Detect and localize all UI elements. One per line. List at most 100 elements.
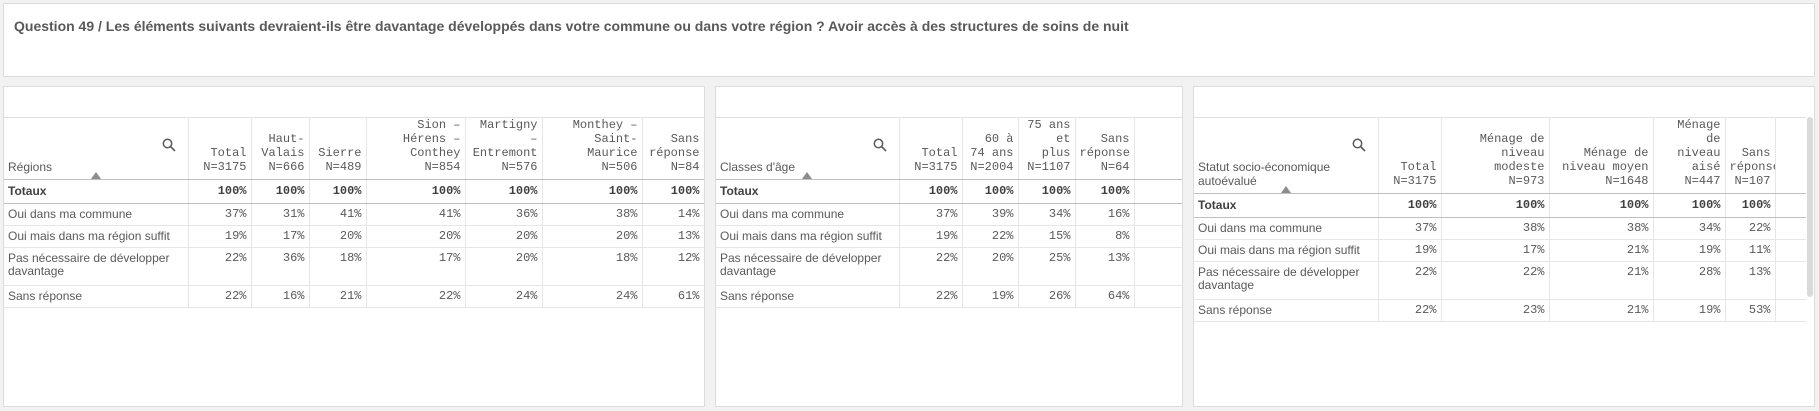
sort-ascending-icon[interactable] [802,172,813,179]
table-cell: 13% [642,225,704,248]
table-panel-age: Classes d'âge Total N=3175 60 à 74 ans N=2… [715,86,1183,407]
column-header-text: Sans réponse [649,132,700,160]
table-cell: 100% [1441,193,1550,218]
column-header-text: N=1648 [1605,174,1649,188]
column-header: Total N=3175 [188,117,252,180]
dimension-header[interactable]: Régions [4,117,189,180]
table-cell: 13% [1075,247,1135,286]
table-cell: 100% [366,179,466,204]
table-cell: 24% [465,285,543,308]
table-cell: 100% [542,179,643,204]
row-label: Totaux [4,179,189,204]
search-icon[interactable] [1352,138,1366,152]
column-header-text: Total [921,146,958,160]
question-title-panel: Question 49 / Les éléments suivants devr… [3,3,1815,77]
table-panel-regions: Régions Total N=3175 Haut-Valais N=666 Sie… [3,86,705,407]
table-cell: 53% [1725,299,1776,322]
column-header-text: Sierre [318,146,362,160]
table-cell: 64% [1075,285,1135,308]
column-header-text: N=84 [670,160,700,174]
table-cell: 17% [366,247,466,286]
column-header: Sion – Hérens – Conthey N=854 [366,117,466,180]
table-cell: 100% [251,179,310,204]
table-cell: 36% [251,247,310,286]
table-cell [1134,203,1182,226]
table-cell: 100% [1075,179,1135,204]
table-cell: 16% [1075,203,1135,226]
row-label: Oui mais dans ma région suffit [716,225,900,248]
table-cell: 38% [1441,217,1550,240]
table-cell: 19% [188,225,252,248]
table-row: Pas nécessaire de développer davantage 2… [1194,261,1806,300]
table-cell: 22% [899,247,963,286]
table-cell: 18% [309,247,367,286]
table-row: Sans réponse 22% 19% 26% 64% [716,285,1182,308]
row-label: Sans réponse [4,285,189,308]
table-cell: 100% [1653,193,1726,218]
table-cell: 20% [962,247,1019,286]
column-header-text: N=854 [424,160,461,174]
table-cell: 19% [962,285,1019,308]
column-header-text: N=107 [1734,174,1771,188]
sort-ascending-icon[interactable] [90,172,101,179]
table-cell: 19% [1653,299,1726,322]
table-cell: 61% [642,285,704,308]
column-header-text: N=3175 [914,160,958,174]
column-header-text: N=576 [501,160,538,174]
question-title: Question 49 / Les éléments suivants devr… [14,18,1129,34]
table-row: Oui dans ma commune 37% 38% 38% 34% 22% [1194,217,1806,240]
table-cell: 22% [1441,261,1550,300]
column-header-text: Total [210,146,247,160]
column-header-text: N=447 [1684,174,1721,188]
table-cell: 38% [1549,217,1654,240]
row-label: Sans réponse [1194,299,1379,322]
table-cell: 20% [465,247,543,286]
crosstab-age: Classes d'âge Total N=3175 60 à 74 ans N=2… [716,117,1182,308]
column-header: Sierre N=489 [309,117,367,180]
dimension-header[interactable]: Statut socio-économique autoévalué [1194,117,1379,194]
column-header-text: 75 ans et plus [1027,118,1071,161]
column-header-text: Sans réponse [1079,132,1130,160]
table-cell: 34% [1653,217,1726,240]
table-cell: 22% [188,247,252,286]
table-cell: 17% [251,225,310,248]
table-cell: 15% [1018,225,1076,248]
crosstab-regions: Régions Total N=3175 Haut-Valais N=666 Sie… [4,117,704,308]
column-header: 60 à 74 ans N=2004 [962,117,1019,180]
table-cell: 26% [1018,285,1076,308]
column-header-text: N=1107 [1027,160,1071,174]
table-cell: 100% [1378,193,1442,218]
table-cell: 20% [366,225,466,248]
column-header-text: 60 à 74 ans [970,132,1014,160]
table-cell: 22% [366,285,466,308]
table-cell [1134,285,1182,308]
column-header-text: N=2004 [970,160,1014,174]
row-label: Oui mais dans ma région suffit [1194,239,1379,262]
table-row: Sans réponse 22% 16% 21% 22% 24% 24% 61% [4,285,704,308]
row-label: Oui dans ma commune [4,203,189,226]
column-header: Ménage de niveau moyen N=1648 [1549,117,1654,194]
dimension-header[interactable]: Classes d'âge [716,117,900,180]
search-icon[interactable] [873,138,887,152]
table-row: Oui dans ma commune 37% 31% 41% 41% 36% 38% 14… [4,203,704,226]
table-cell: 16% [251,285,310,308]
sort-ascending-icon[interactable] [1280,186,1291,193]
row-label: Pas nécessaire de développer davantage [716,247,900,286]
table-cell: 13% [1725,261,1776,300]
row-label: Totaux [716,179,900,204]
crosstab-socioeconomic: Statut socio-économique autoévalué Total… [1194,117,1806,322]
column-header-text: Haut-Valais [261,132,305,160]
table-row: Oui dans ma commune 37% 39% 34% 16% [716,203,1182,226]
table-cell: 22% [1378,261,1442,300]
vertical-scrollbar[interactable] [1807,117,1813,297]
column-header: 75 ans et plus N=1107 [1018,117,1076,180]
table-cell: 20% [542,225,643,248]
column-header-text: Total [1400,160,1437,174]
table-cell: 12% [642,247,704,286]
table-cell: 22% [899,285,963,308]
table-cell: 18% [542,247,643,286]
table-cell [1134,179,1182,204]
table-cell: 36% [465,203,543,226]
search-icon[interactable] [162,138,176,152]
table-cell: 17% [1441,239,1550,262]
